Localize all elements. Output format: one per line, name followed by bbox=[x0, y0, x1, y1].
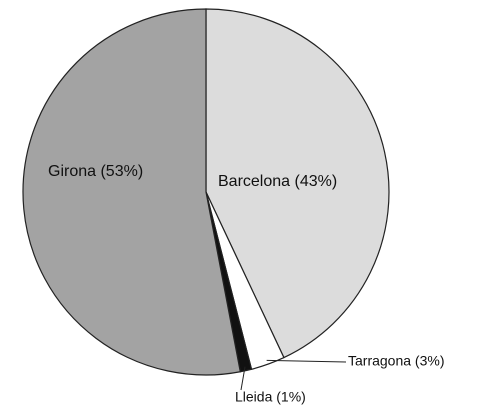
leader-line bbox=[240, 366, 246, 391]
pie-slice bbox=[205, 8, 390, 359]
slice-label: Barcelona (43%) bbox=[218, 173, 337, 190]
slice-label: Tarragona (3%) bbox=[348, 353, 445, 369]
slice-label: Girona (53%) bbox=[48, 163, 143, 180]
pie-slice bbox=[22, 8, 241, 376]
slice-label: Lleida (1%) bbox=[235, 389, 306, 405]
leader-line bbox=[266, 359, 347, 363]
